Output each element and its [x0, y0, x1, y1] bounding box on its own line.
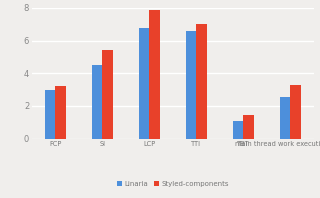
Bar [280, 97, 291, 139]
Legend: Linaria, Styled-components: Linaria, Styled-components [114, 178, 232, 190]
Bar [45, 89, 55, 139]
Bar [139, 28, 149, 139]
Bar [102, 50, 113, 139]
Bar [291, 85, 301, 139]
Bar [244, 115, 254, 139]
Bar [55, 86, 66, 139]
Bar [92, 65, 102, 139]
Bar [149, 10, 160, 139]
Bar [233, 121, 244, 139]
Bar [186, 31, 196, 139]
Bar [196, 24, 207, 139]
